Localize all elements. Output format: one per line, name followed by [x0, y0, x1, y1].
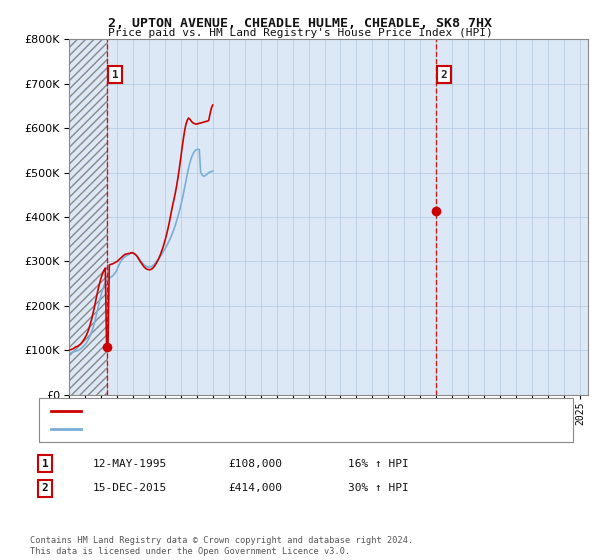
Bar — [69, 39, 107, 395]
Text: 2, UPTON AVENUE, CHEADLE HULME, CHEADLE, SK8 7HX: 2, UPTON AVENUE, CHEADLE HULME, CHEADLE,… — [108, 17, 492, 30]
Text: HPI: Average price, detached house, Stockport: HPI: Average price, detached house, Stoc… — [87, 423, 357, 433]
Text: £414,000: £414,000 — [228, 483, 282, 493]
Text: Price paid vs. HM Land Registry's House Price Index (HPI): Price paid vs. HM Land Registry's House … — [107, 28, 493, 38]
Text: 2: 2 — [41, 483, 49, 493]
Text: Contains HM Land Registry data © Crown copyright and database right 2024.
This d: Contains HM Land Registry data © Crown c… — [30, 536, 413, 556]
Text: 15-DEC-2015: 15-DEC-2015 — [93, 483, 167, 493]
Text: 16% ↑ HPI: 16% ↑ HPI — [348, 459, 409, 469]
Text: 2, UPTON AVENUE, CHEADLE HULME, CHEADLE, SK8 7HX (detached house): 2, UPTON AVENUE, CHEADLE HULME, CHEADLE,… — [87, 407, 477, 417]
Text: 30% ↑ HPI: 30% ↑ HPI — [348, 483, 409, 493]
Text: £108,000: £108,000 — [228, 459, 282, 469]
Text: 1: 1 — [41, 459, 49, 469]
Text: 12-MAY-1995: 12-MAY-1995 — [93, 459, 167, 469]
Text: 2: 2 — [440, 70, 447, 80]
Text: 1: 1 — [112, 70, 118, 80]
